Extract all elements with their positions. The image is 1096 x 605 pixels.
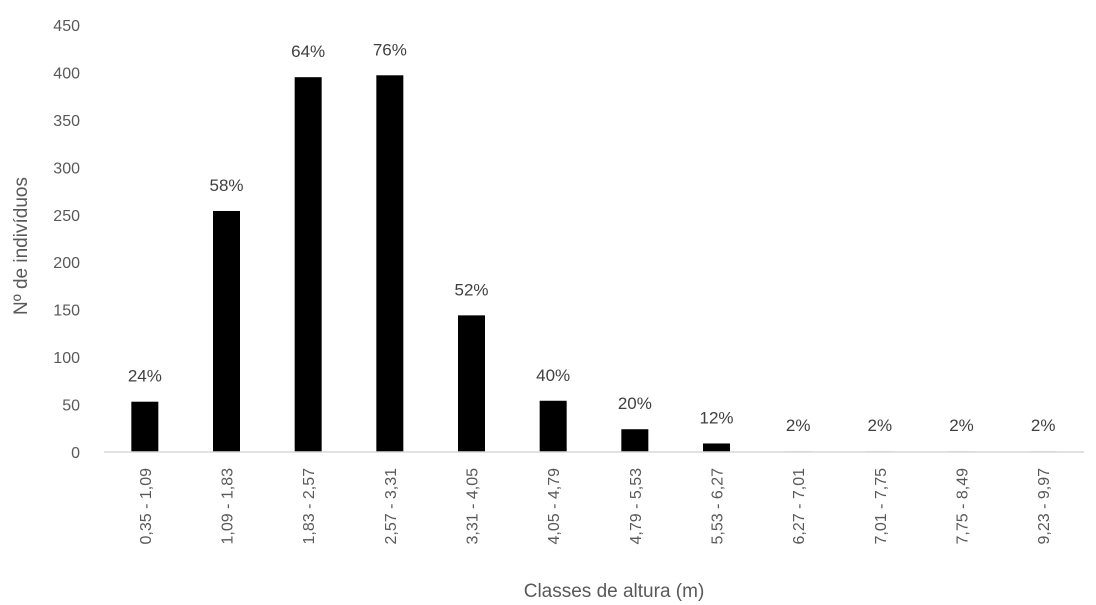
bar bbox=[703, 443, 730, 452]
x-tick-label: 3,31 - 4,05 bbox=[465, 468, 482, 545]
data-label: 40% bbox=[536, 366, 570, 385]
y-axis-title: Nº de indivíduos bbox=[11, 177, 32, 315]
bar bbox=[458, 315, 485, 452]
x-tick-label: 1,83 - 2,57 bbox=[301, 468, 318, 545]
y-tick-label: 300 bbox=[53, 160, 80, 177]
data-label: 2% bbox=[949, 416, 974, 435]
data-label: 2% bbox=[1031, 416, 1056, 435]
x-tick-label: 7,75 - 8,49 bbox=[955, 468, 972, 545]
y-tick-label: 50 bbox=[62, 398, 80, 415]
x-tick-label: 2,57 - 3,31 bbox=[383, 468, 400, 545]
x-tick-label: 9,23 - 9,97 bbox=[1036, 468, 1053, 545]
y-tick-label: 400 bbox=[53, 65, 80, 82]
y-tick-label: 0 bbox=[71, 445, 80, 462]
x-axis-title: Classes de altura (m) bbox=[524, 581, 705, 602]
data-label: 12% bbox=[699, 408, 733, 427]
data-label: 2% bbox=[868, 416, 893, 435]
bar bbox=[376, 75, 404, 453]
y-tick-label: 350 bbox=[53, 113, 80, 130]
x-axis: 0,35 - 1,09 1,09 - 1,83 1,83 - 2,57 2,57 - … bbox=[138, 468, 1053, 545]
x-tick-label: 4,05 - 4,79 bbox=[546, 468, 563, 545]
y-axis: 0 50 100 150 200 250 300 350 400 450 bbox=[53, 18, 80, 462]
y-tick-label: 200 bbox=[53, 255, 80, 272]
bar bbox=[131, 401, 159, 452]
bar bbox=[294, 77, 322, 452]
y-tick-label: 150 bbox=[53, 303, 80, 320]
data-label: 52% bbox=[454, 280, 488, 299]
data-label: 24% bbox=[128, 367, 162, 386]
data-label: 58% bbox=[209, 176, 243, 195]
bar bbox=[213, 210, 240, 452]
x-tick-label: 4,79 - 5,53 bbox=[628, 468, 645, 545]
y-tick-label: 450 bbox=[53, 18, 80, 35]
x-tick-label: 6,27 - 7,01 bbox=[791, 468, 808, 545]
x-tick-label: 0,35 - 1,09 bbox=[138, 468, 155, 545]
y-tick-label: 250 bbox=[53, 208, 80, 225]
data-label: 20% bbox=[618, 394, 652, 413]
bars-group bbox=[131, 75, 1057, 453]
data-label: 2% bbox=[786, 416, 811, 435]
x-tick-label: 5,53 - 6,27 bbox=[710, 468, 727, 545]
bar bbox=[621, 429, 649, 452]
data-labels-group: 24% 58% 64% 76% 52% 40% 20% 12% 2% 2% 2% 2% bbox=[128, 40, 1056, 435]
data-label: 76% bbox=[373, 40, 407, 59]
data-label: 64% bbox=[291, 42, 325, 61]
y-tick-label: 100 bbox=[53, 350, 80, 367]
x-tick-label: 1,09 - 1,83 bbox=[220, 468, 237, 545]
bar bbox=[539, 400, 567, 452]
x-tick-label: 7,01 - 7,75 bbox=[873, 468, 890, 545]
